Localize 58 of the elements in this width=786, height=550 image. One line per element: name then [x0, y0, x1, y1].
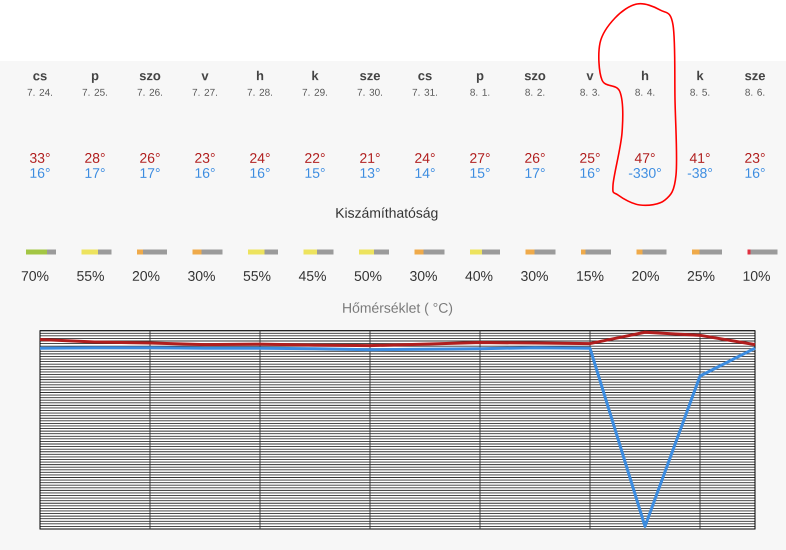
x-tick-label: k 8. 5. [690, 70, 710, 96]
data-label: 16° [746, 168, 765, 178]
data-label: 23° [745, 153, 765, 163]
x-tick-label: szo 8. 2. [524, 73, 546, 96]
data-label: 24° [415, 153, 435, 163]
data-label: 15% [577, 271, 604, 281]
x-tick-label: p 8. 1. [470, 73, 490, 96]
x-tick-label: sze 7. 30. [358, 73, 382, 96]
data-label: 28° [85, 153, 105, 163]
x-tick-label: h 8. 4. [635, 70, 654, 96]
data-label: 25% [688, 271, 714, 281]
data-label: 41° [690, 153, 710, 163]
data-label: 16° [580, 168, 600, 178]
data-label: 20% [632, 271, 659, 281]
x-tick-label: cs 7. 24. [28, 73, 52, 96]
text: Kiszámíthatóság [336, 207, 438, 221]
data-label: 24° [250, 153, 270, 163]
data-label: 16° [30, 168, 50, 178]
data-label: 20% [132, 271, 160, 281]
data-label: 17° [526, 168, 545, 178]
x-tick-label: v 8. 3. [580, 73, 600, 96]
data-label: 33° [30, 153, 50, 163]
data-label: 26° [525, 153, 545, 163]
data-label: 55% [77, 271, 104, 281]
data-label: 25° [580, 153, 600, 163]
data-label: 55% [244, 271, 270, 281]
data-label: 17° [140, 168, 160, 178]
data-label: 45% [298, 271, 326, 281]
x-tick-label: k 7. 29. [302, 70, 328, 96]
data-label: 23° [195, 153, 215, 163]
x-tick-label: v 7. 27. [192, 73, 218, 96]
data-label: 30% [410, 271, 437, 281]
x-tick-label: h 7. 28. [248, 70, 272, 96]
data-label: 16° [250, 168, 270, 178]
data-label: 21° [360, 153, 380, 163]
data-label: 70% [22, 271, 48, 281]
data-label: 10% [744, 271, 770, 281]
data-label: 30% [188, 271, 215, 281]
data-label: 14° [416, 168, 435, 178]
data-label: 50% [354, 271, 382, 281]
x-tick-label: szo 7. 26. [138, 73, 162, 96]
data-label: 17° [86, 168, 105, 178]
x-tick-label: sze 8. 6. [745, 73, 766, 96]
data-label: -38° [688, 168, 712, 178]
data-label: 40% [465, 271, 492, 281]
x-tick-label: p 7. 25. [82, 73, 108, 96]
data-label: -330° [628, 168, 661, 178]
data-label: 22° [305, 153, 325, 163]
data-label: 26° [140, 153, 160, 163]
chart-title: Hőmérséklet ( °C) [343, 302, 452, 316]
data-label: 27° [470, 153, 490, 163]
x-tick-label: cs 7. 31. [412, 73, 438, 96]
data-label: 47° [634, 153, 655, 163]
data-label: 13° [360, 168, 380, 178]
data-label: 15° [306, 168, 325, 178]
data-label: 16° [196, 168, 215, 178]
data-label: 15° [470, 168, 490, 178]
data-label: 30% [521, 271, 548, 281]
